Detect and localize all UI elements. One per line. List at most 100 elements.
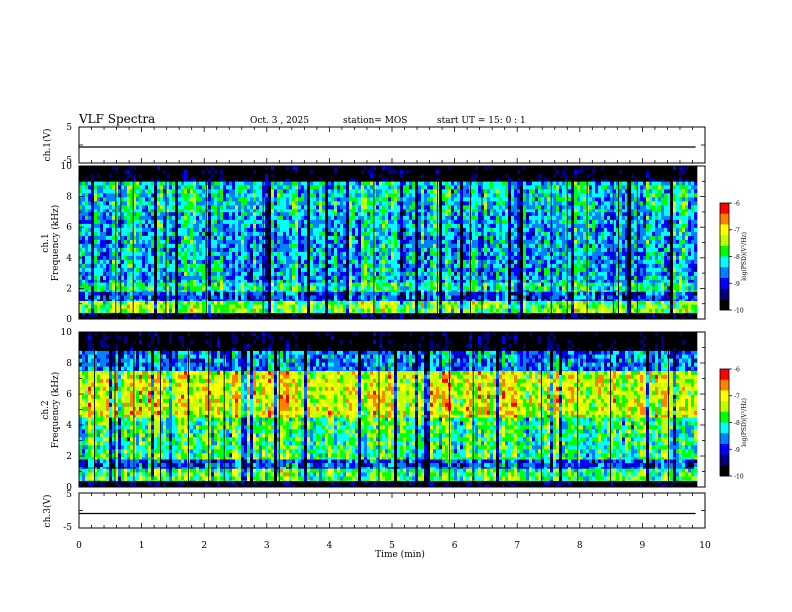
- spectrogram-cell: [256, 211, 260, 217]
- spectrogram-cell: [151, 170, 155, 175]
- spectrogram-cell: [385, 211, 389, 217]
- spectrogram-cell: [334, 209, 338, 213]
- spectrogram-cell: [283, 251, 287, 257]
- spectrogram-cell: [346, 211, 350, 217]
- spectrogram-cell: [382, 209, 386, 213]
- spectrogram-cell: [109, 308, 113, 313]
- spectrogram-cell: [352, 197, 356, 202]
- spectrogram-cell: [208, 174, 212, 179]
- spectrogram-cell: [244, 193, 248, 198]
- spectrogram-cell: [412, 243, 416, 249]
- spectrogram-cell: [175, 215, 179, 221]
- spectrogram-cell: [259, 181, 263, 186]
- spectrogram-cell: [391, 201, 395, 206]
- spectrogram-cell: [313, 223, 317, 229]
- spectrogram-cell: [199, 197, 203, 202]
- spectrogram-cell: [151, 193, 155, 198]
- spectrogram-cell: [196, 193, 200, 198]
- spectrogram-cell: [172, 316, 176, 320]
- spectrogram-cell: [130, 300, 134, 305]
- spectrogram-cell: [271, 231, 275, 237]
- spectrogram-cell: [100, 219, 104, 225]
- spectrogram-cell: [361, 223, 365, 229]
- spectrogram-cell: [127, 271, 131, 277]
- spectrogram-cell: [256, 209, 260, 213]
- spectrogram-cell: [325, 193, 329, 198]
- spectrogram-cell: [376, 243, 380, 249]
- spectrogram-cell: [115, 300, 119, 305]
- spectrogram-cell: [217, 275, 221, 281]
- spectrogram-cell: [160, 235, 164, 241]
- spectrogram-cell: [118, 316, 122, 320]
- spectrogram-cell: [370, 239, 374, 245]
- spectrogram-cell: [127, 263, 131, 269]
- spectrogram-cell: [367, 189, 371, 194]
- spectrogram-cell: [256, 243, 260, 249]
- spectrogram-cell: [187, 166, 191, 171]
- spectrogram-cell: [415, 219, 419, 225]
- spectrogram-cell: [175, 304, 179, 309]
- spectrogram-cell: [247, 227, 251, 233]
- spectrogram-cell: [118, 227, 122, 233]
- spectrogram-cell: [346, 267, 350, 273]
- spectrogram-cell: [136, 166, 140, 171]
- spectrogram-cell: [313, 231, 317, 237]
- spectrogram-cell: [154, 308, 158, 313]
- spectrogram-cell: [385, 197, 389, 202]
- spectrogram-cell: [187, 291, 191, 296]
- spectrogram-cell: [388, 166, 392, 171]
- spectrogram-cell: [247, 271, 251, 277]
- spectrogram-cell: [307, 166, 311, 171]
- spectrogram-cell: [217, 263, 221, 269]
- spectrogram-cell: [142, 255, 146, 261]
- spectrogram-cell: [97, 259, 101, 265]
- spectrogram-cell: [88, 271, 92, 277]
- spectrogram-cell: [370, 279, 374, 283]
- spectrogram-cell: [286, 312, 290, 318]
- spectrogram-cell: [196, 231, 200, 237]
- spectrogram-cell: [235, 201, 239, 206]
- spectrogram-cell: [214, 267, 218, 273]
- spectrogram-cell: [184, 178, 188, 182]
- spectrogram-cell: [325, 219, 329, 225]
- spectrogram-cell: [211, 185, 215, 190]
- spectrogram-cell: [223, 211, 227, 217]
- spectrogram-cell: [130, 193, 134, 198]
- spectrogram-cell: [181, 227, 185, 233]
- spectrogram-cell: [148, 312, 152, 318]
- spectrogram-cell: [292, 231, 296, 237]
- spectrogram-cell: [418, 215, 422, 221]
- spectrogram-cell: [292, 181, 296, 186]
- spectrogram-cell: [193, 308, 197, 313]
- spectrogram-cell: [316, 181, 320, 186]
- spectrogram-cell: [241, 271, 245, 277]
- spectrogram-cell: [406, 282, 410, 287]
- spectrogram-cell: [319, 178, 323, 182]
- spectrogram-cell: [130, 247, 134, 253]
- spectrogram-cell: [241, 286, 245, 291]
- spectrogram-cell: [130, 312, 134, 318]
- spectrogram-cell: [223, 304, 227, 309]
- spectrogram-cell: [316, 304, 320, 309]
- spectrogram-cell: [391, 239, 395, 245]
- spectrogram-cell: [313, 178, 317, 182]
- spectrogram-cell: [91, 316, 95, 320]
- spectrogram-cell: [310, 209, 314, 213]
- spectrogram-cell: [124, 235, 128, 241]
- spectrogram-cell: [211, 223, 215, 229]
- spectrogram-cell: [85, 209, 89, 213]
- spectrogram-cell: [160, 219, 164, 225]
- spectrogram-cell: [376, 304, 380, 309]
- spectrogram-cell: [235, 291, 239, 296]
- spectrogram-cell: [301, 243, 305, 249]
- spectrogram-cell: [397, 239, 401, 245]
- spectrogram-cell: [139, 316, 143, 320]
- spectrogram-cell: [142, 251, 146, 257]
- spectrogram-cell: [259, 197, 263, 202]
- spectrogram-cell: [82, 271, 86, 277]
- spectrogram-cell: [202, 201, 206, 206]
- spectrogram-cell: [286, 291, 290, 296]
- spectrogram-cell: [295, 174, 299, 179]
- spectrogram-cell: [217, 300, 221, 305]
- spectrogram-cell: [175, 300, 179, 305]
